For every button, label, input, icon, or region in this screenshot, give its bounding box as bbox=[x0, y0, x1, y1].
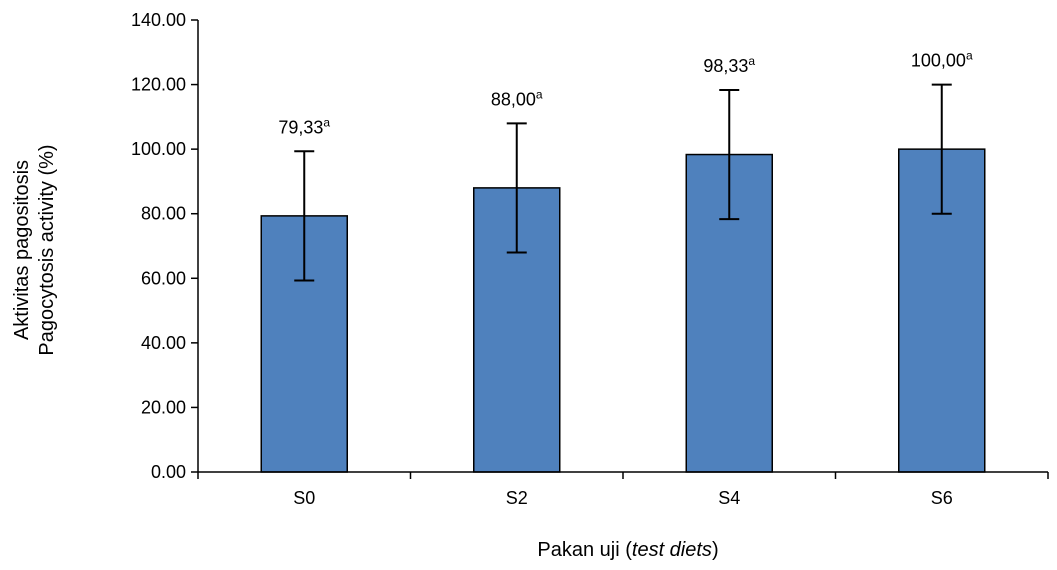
y-axis: 0.00 20.00 40.00 60.00 80.00 100.00 120.00 140.… bbox=[131, 10, 199, 482]
x-tick-label: S2 bbox=[506, 488, 528, 508]
y-tick-label: 140.00 bbox=[131, 10, 186, 30]
x-tick-label: S0 bbox=[293, 488, 315, 508]
bars bbox=[260, 148, 986, 473]
y-axis-title-line1: Aktivitas pagositosis bbox=[11, 160, 33, 340]
data-label: 98,33a bbox=[703, 54, 755, 76]
y-tick-label: 100.00 bbox=[131, 139, 186, 159]
data-label: 88,00a bbox=[491, 87, 543, 109]
y-tick-label: 40.00 bbox=[141, 333, 186, 353]
x-axis: S0 S2 S4 S6 bbox=[197, 471, 1049, 508]
y-axis-title: Aktivitas pagositosis Pagocytosis activi… bbox=[11, 144, 58, 355]
data-label: 79,33a bbox=[278, 115, 330, 137]
y-tick-label: 120.00 bbox=[131, 75, 186, 95]
y-axis-title-line2: Pagocytosis activity (%) bbox=[36, 144, 58, 355]
y-tick-label: 0.00 bbox=[151, 462, 186, 482]
x-tick-label: S4 bbox=[718, 488, 740, 508]
data-label: 100,00a bbox=[911, 49, 973, 71]
y-tick-label: 20.00 bbox=[141, 397, 186, 417]
y-tick-label: 80.00 bbox=[141, 204, 186, 224]
data-labels: 79,33a 88,00a 98,33a 100,00a bbox=[278, 49, 973, 138]
x-axis-title: Pakan uji (test diets) bbox=[537, 539, 718, 561]
y-tick-label: 60.00 bbox=[141, 268, 186, 288]
error-bars bbox=[294, 83, 952, 282]
x-tick-label: S6 bbox=[931, 488, 953, 508]
